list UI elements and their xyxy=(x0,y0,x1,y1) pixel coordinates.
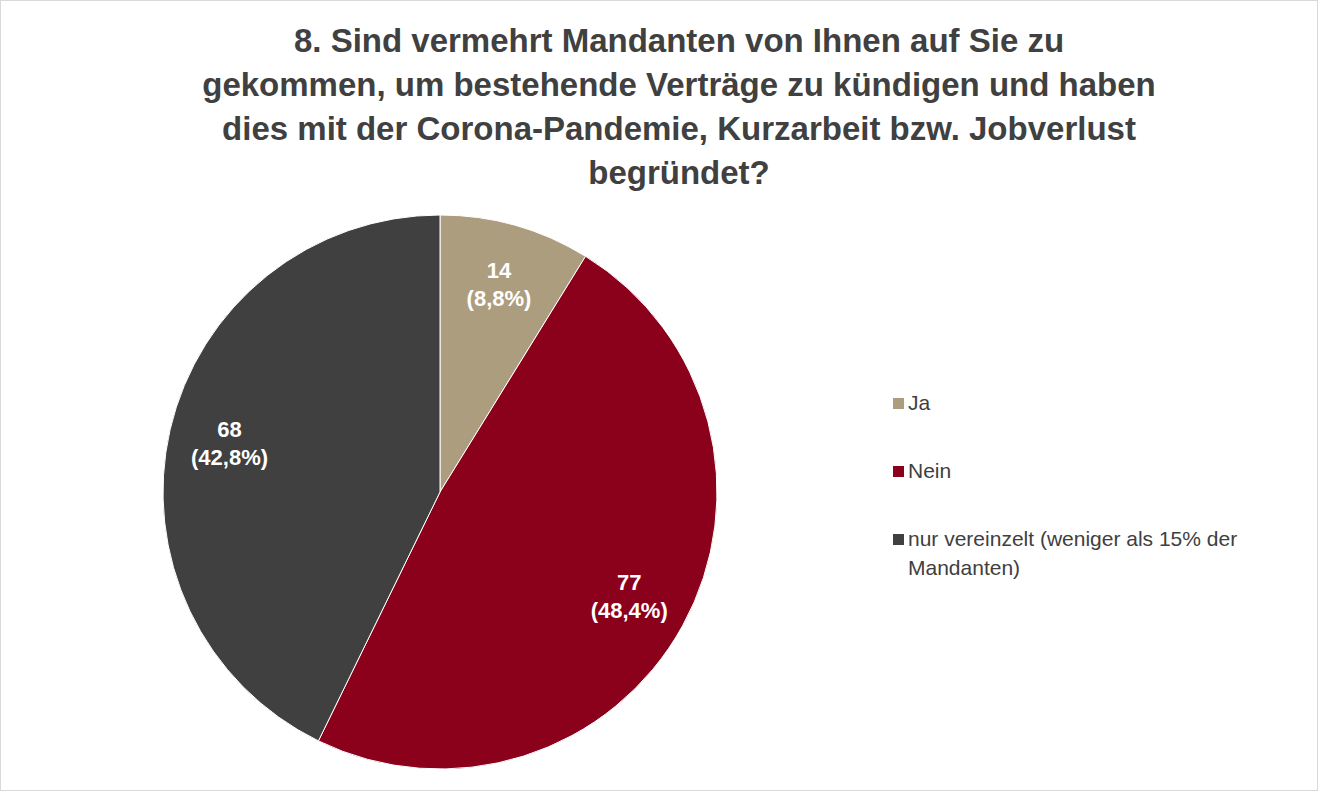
value-label: 77 xyxy=(617,570,641,595)
legend-label: Nein xyxy=(908,459,951,482)
text-line: begründet? xyxy=(588,154,769,191)
legend-label: Ja xyxy=(908,391,931,414)
chart: 8. Sind vermehrt Mandanten von Ihnen auf… xyxy=(0,0,1318,791)
pie xyxy=(163,215,717,769)
text-line: Mandanten) xyxy=(908,556,1020,579)
legend-swatch xyxy=(893,534,904,545)
text-line: Nein xyxy=(908,459,951,482)
percentage-label: (42,8%) xyxy=(191,445,268,470)
value-label: 68 xyxy=(217,417,241,442)
legend-swatch xyxy=(893,466,904,477)
frame xyxy=(1,1,1318,791)
percentage-label: (48,4%) xyxy=(591,598,668,623)
text-line: nur vereinzelt (weniger als 15% der xyxy=(908,527,1237,550)
text-line: gekommen, um bestehende Verträge zu künd… xyxy=(202,66,1156,103)
legend-label: nur vereinzelt (weniger als 15% der Manda… xyxy=(908,527,1237,579)
text-line: 8. Sind vermehrt Mandanten von Ihnen auf… xyxy=(294,22,1064,59)
slice xyxy=(163,215,440,741)
text-line: Ja xyxy=(908,391,931,414)
value-label: 14 xyxy=(487,258,512,283)
title: 8. Sind vermehrt Mandanten von Ihnen auf… xyxy=(202,22,1156,191)
percentage-label: (8,8%) xyxy=(467,286,532,311)
data-labels: 14 (8,8%) 77 (48,4%) 68 (42,8%) xyxy=(191,258,668,623)
legend: Ja Nein nur vereinzelt (weniger als 15% de… xyxy=(893,391,1237,579)
legend-swatch xyxy=(893,398,904,409)
text-line: dies mit der Corona-Pandemie, Kurzarbeit… xyxy=(222,110,1136,147)
